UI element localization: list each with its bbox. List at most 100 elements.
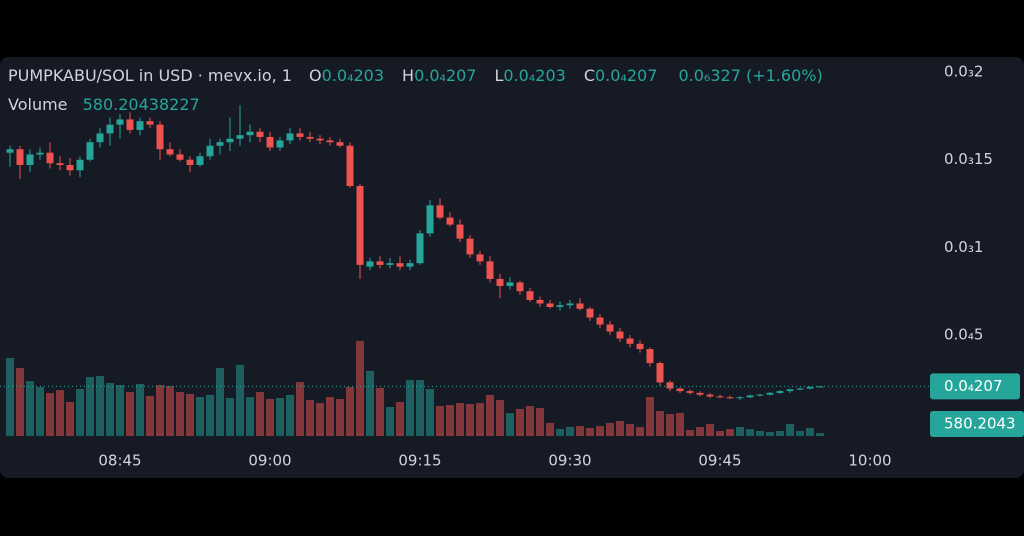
volume-bar [286,395,294,436]
volume-bar [36,387,44,436]
candle-body [66,164,74,171]
candle-body [426,205,434,234]
volume-bar [786,424,794,436]
volume-bar [346,387,354,436]
volume-bar [566,427,574,436]
volume-bar [26,381,34,436]
candle-body [636,343,644,350]
candle-body [266,136,274,148]
candle-body [466,238,474,255]
volume-bar [266,399,274,436]
volume-bar [96,376,104,436]
candle-body [86,142,94,160]
volume-bar [306,400,314,436]
y-tick-label: 0.0₃2 [944,63,983,81]
candle-body [766,392,774,395]
candle-body [686,391,694,393]
candle-body [246,131,254,136]
header-line: PUMPKABU/SOL in USD · mevx.io, 1 O 0.0₄20… [8,66,825,85]
candle-body [806,387,814,389]
volume-bar [746,429,754,436]
ohlc-value: 0.0₄207 [594,66,658,85]
candle-body [166,149,174,155]
volume-bar [506,413,514,436]
volume-bar [486,395,494,436]
candle-body [626,338,634,344]
volume-bar [816,433,824,436]
candle-body [706,394,714,397]
candle-body [46,152,54,164]
candle-body [516,282,524,292]
volume-bar [636,427,644,436]
candle-body [146,121,154,125]
volume-bar [516,409,524,436]
candle-body [106,124,114,134]
y-tick-label: 0.0₄5 [944,326,983,344]
candle-body [616,331,624,339]
candle-body [136,121,144,130]
candle-body [586,308,594,318]
x-tick-label: 09:30 [548,452,591,470]
volume-bar [716,431,724,436]
x-tick-label: 09:45 [698,452,741,470]
candle-body [196,156,204,165]
volume-bar [656,411,664,436]
volume-header: Volume 580.20438227 [8,95,202,114]
volume-bar [596,426,604,436]
volume-bar [496,400,504,436]
candle-body [26,154,34,165]
candle-body [386,263,394,265]
candle-body [656,363,664,383]
y-tick-label: 0.0₃1 [944,238,983,256]
volume-bar [556,429,564,436]
ohlc-key: O [309,66,322,85]
candle-body [256,131,264,137]
volume-bar [336,399,344,436]
candle-body [446,217,454,225]
candle-body [416,233,424,264]
candle-body [716,396,724,398]
volume-bar [436,406,444,436]
volume-value: 580.20438227 [82,95,200,114]
candle-body [746,395,754,398]
volume-bar [216,368,224,436]
candle-body [606,324,614,332]
volume-bar [576,426,584,436]
candle-body [436,205,444,218]
candle-body [56,163,64,165]
candle-body [406,263,414,267]
volume-bar [176,392,184,436]
volume-bar [396,402,404,436]
candle-body [116,119,124,125]
ohlc-value: 0.0₄207 [414,66,477,85]
candle-body [646,349,654,364]
candle-body [756,394,764,396]
x-tick-label: 09:15 [398,452,441,470]
symbol-title: PUMPKABU/SOL in USD · mevx.io, 1 [8,66,292,85]
volume-bar [206,395,214,436]
x-tick-label: 10:00 [848,452,891,470]
volume-bar [246,397,254,436]
candle-body [546,303,554,307]
volume-bar [766,432,774,436]
candle-body [176,154,184,160]
volume-bar [456,403,464,436]
candle-body [736,397,744,399]
volume-bar [296,382,304,436]
candle-body [786,389,794,392]
candle-body [346,145,354,187]
candle-body [556,305,564,307]
volume-bar [256,392,264,436]
ohlc-key: L [494,66,504,85]
candle-body [486,261,494,279]
candle-body [16,149,24,165]
volume-bar [776,431,784,436]
volume-bar [666,414,674,436]
volume-bar [616,421,624,436]
candle-body [326,140,334,143]
volume-bar [106,383,114,436]
volume-bar [416,380,424,436]
volume-bar [406,380,414,436]
